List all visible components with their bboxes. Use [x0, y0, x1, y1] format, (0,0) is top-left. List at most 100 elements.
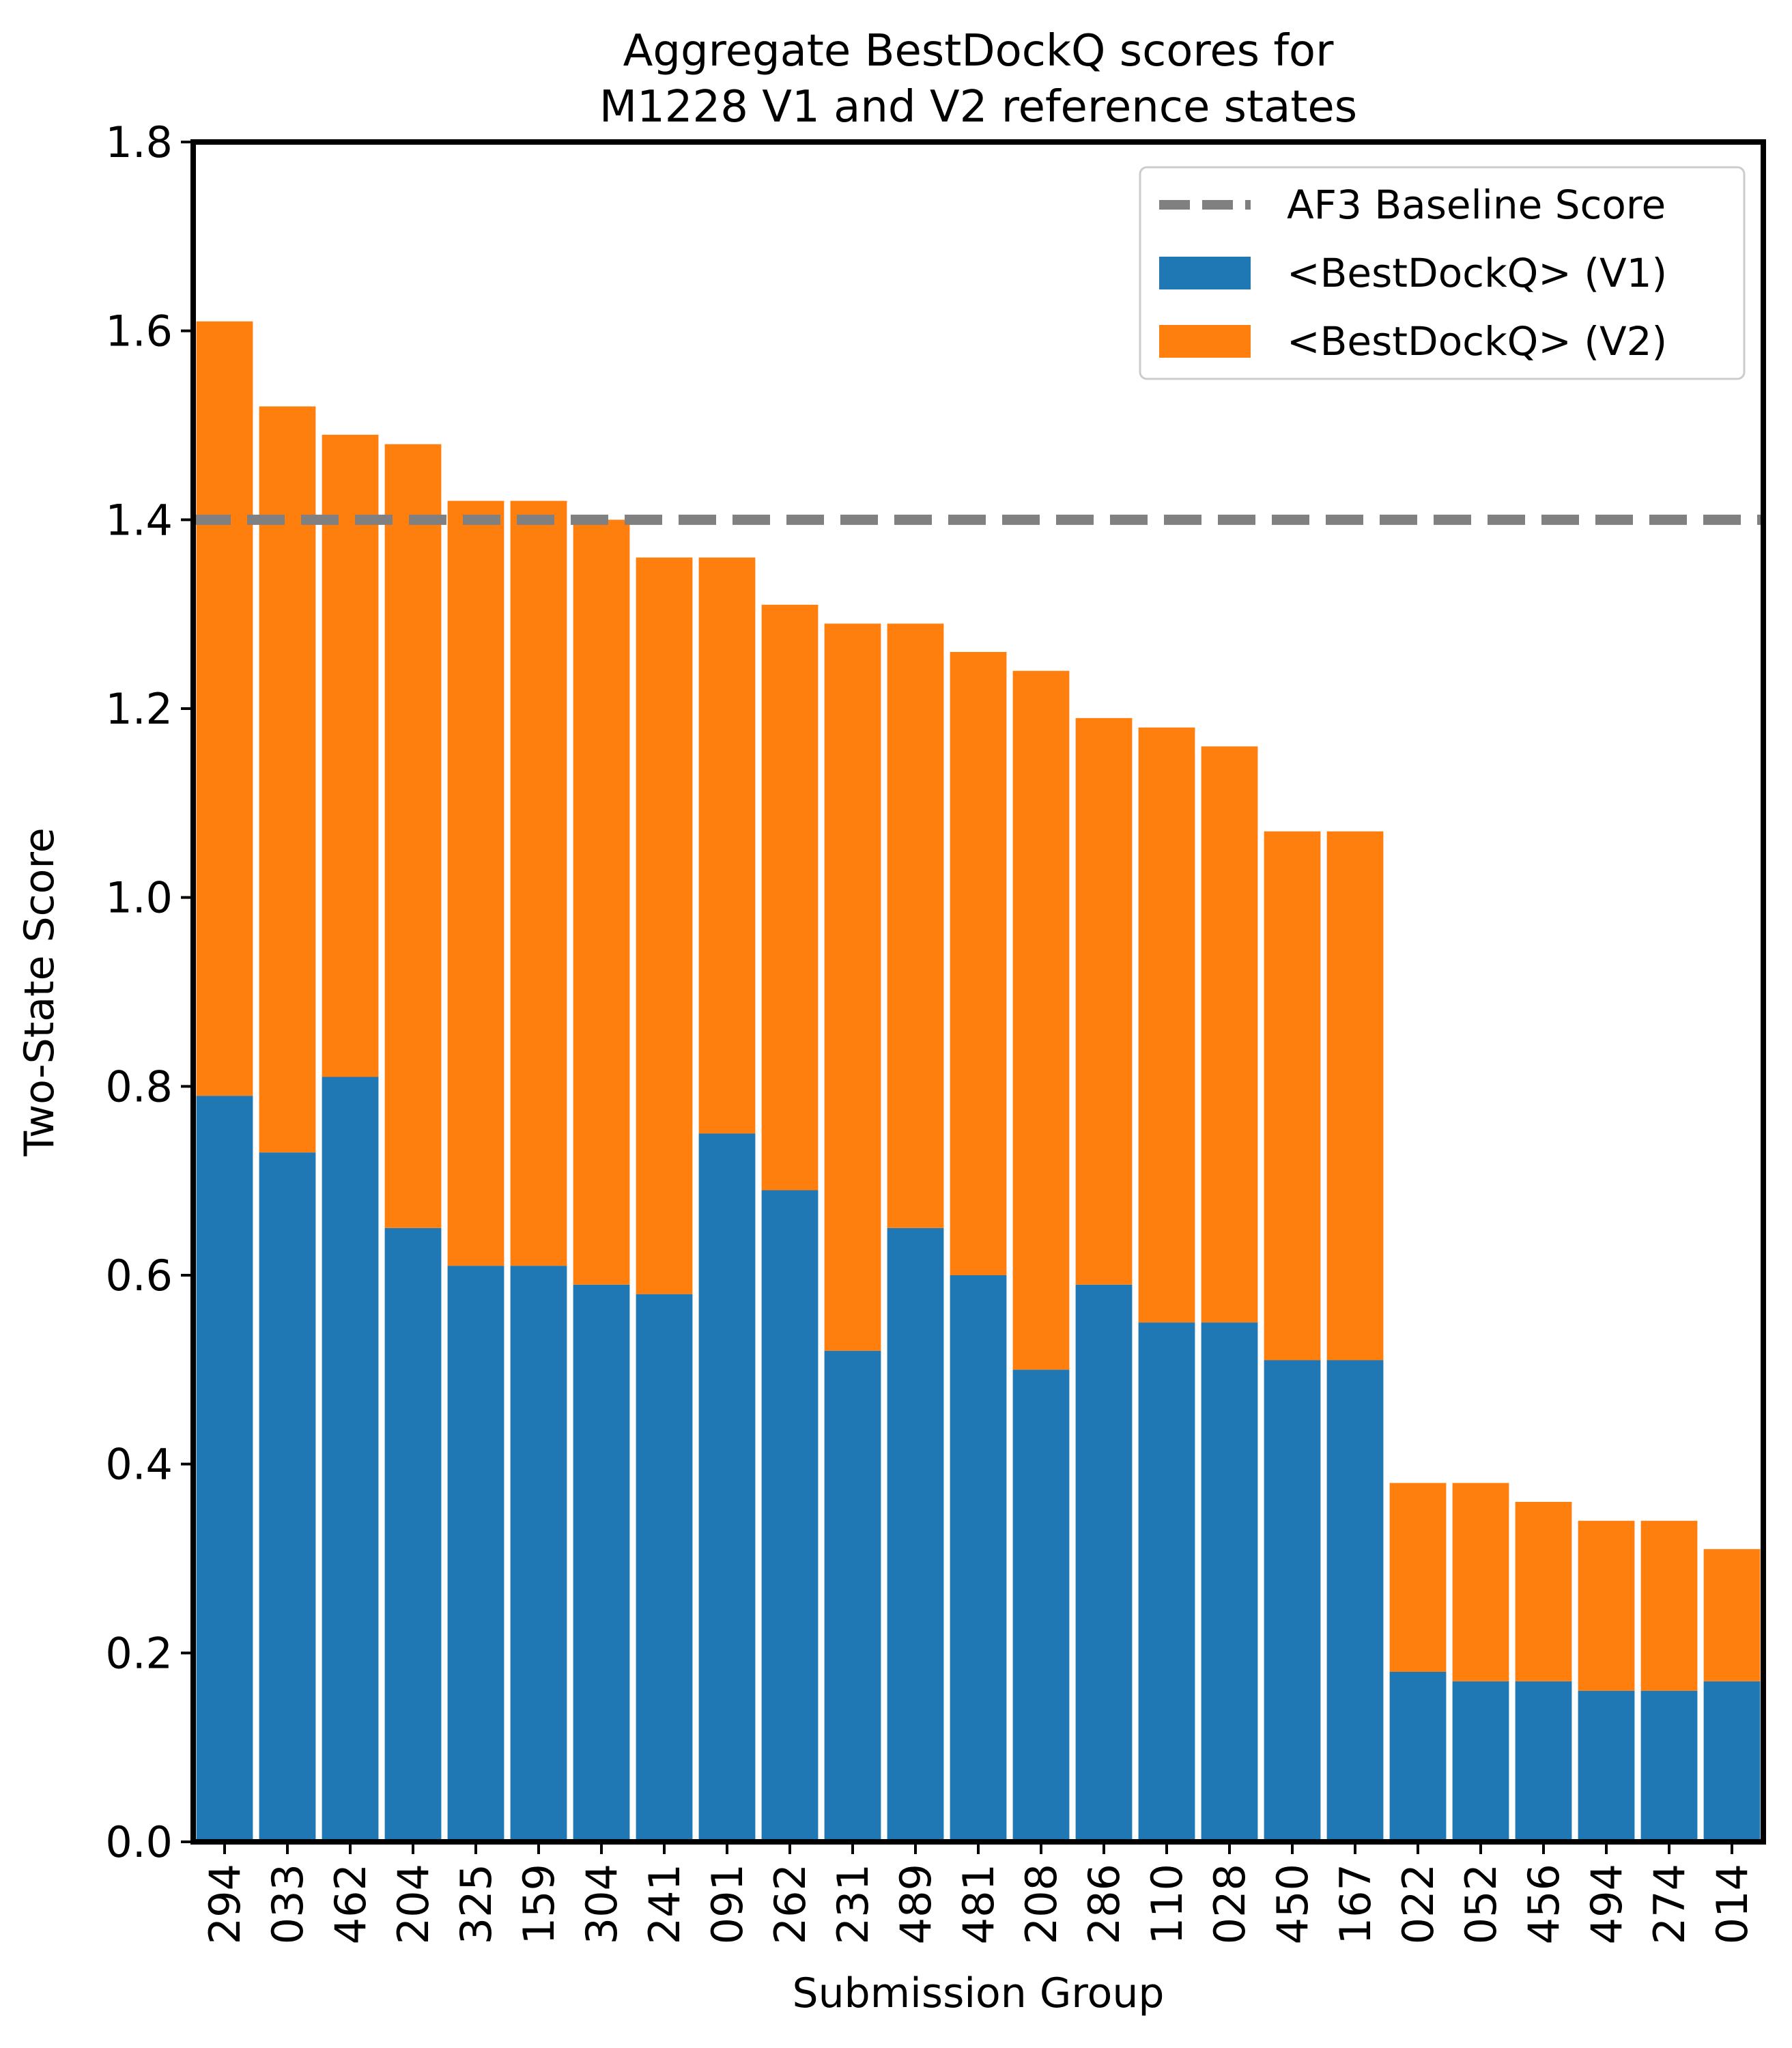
bar-v2-274: [1640, 1520, 1698, 1691]
x-tick-label: 204: [388, 1864, 438, 1944]
x-tick-label: 110: [1142, 1864, 1192, 1944]
bar-v1-033: [259, 1152, 316, 1842]
chart-title: Aggregate BestDockQ scores for M1228 V1 a…: [599, 26, 1357, 132]
bar-v1-208: [1012, 1369, 1070, 1842]
bar-v1-052: [1452, 1681, 1509, 1842]
bar-v1-325: [447, 1266, 504, 1842]
bar-v2-022: [1389, 1483, 1447, 1672]
y-tick-label: 0.8: [105, 1062, 173, 1111]
bar-v2-304: [573, 520, 630, 1285]
x-tick-label: 450: [1268, 1864, 1318, 1944]
x-tick-label: 014: [1707, 1864, 1757, 1944]
bar-v2-091: [698, 557, 756, 1134]
y-tick-label: 0.6: [105, 1251, 173, 1300]
x-tick-label: 481: [954, 1864, 1004, 1944]
bar-v1-028: [1201, 1322, 1258, 1842]
bar-v2-286: [1075, 717, 1133, 1285]
bar-v2-325: [447, 500, 504, 1266]
x-tick-label: 167: [1331, 1864, 1380, 1944]
x-tick-label: 286: [1079, 1864, 1129, 1944]
bar-v2-231: [824, 623, 881, 1351]
y-tick-label: 1.2: [105, 684, 173, 734]
bar-v2-014: [1703, 1549, 1761, 1681]
x-tick-label: 231: [828, 1864, 878, 1944]
legend-box: [1139, 166, 1746, 380]
bar-v2-262: [761, 604, 819, 1191]
y-axis-label: Two-State Score: [16, 827, 63, 1156]
x-tick-label: 304: [577, 1864, 627, 1944]
legend-swatch-v1: [1159, 257, 1251, 289]
x-tick-label: 274: [1645, 1864, 1694, 1944]
bar-v2-159: [510, 500, 567, 1266]
legend: AF3 Baseline Score <BestDockQ> (V1) <BestD…: [1139, 166, 1746, 380]
x-tick-label: 028: [1205, 1864, 1255, 1944]
y-tick-label: 1.6: [105, 307, 173, 356]
legend-swatch-v2: [1159, 325, 1251, 358]
bar-v1-167: [1326, 1360, 1384, 1842]
bar-v1-231: [824, 1350, 881, 1842]
bar-v1-481: [950, 1275, 1007, 1842]
x-tick-label: 052: [1456, 1864, 1506, 1944]
chart-title-line: Aggregate BestDockQ scores for: [623, 26, 1334, 76]
bar-v2-052: [1452, 1483, 1509, 1681]
x-tick-label: 022: [1393, 1864, 1443, 1944]
y-tick-label: 0.2: [105, 1628, 173, 1678]
bar-v2-028: [1201, 746, 1258, 1323]
bar-v1-494: [1578, 1690, 1635, 1842]
chart-title-line: M1228 V1 and V2 reference states: [599, 82, 1357, 132]
bar-v2-033: [259, 406, 316, 1153]
bar-v1-274: [1640, 1690, 1698, 1842]
bar-v2-450: [1264, 831, 1321, 1361]
x-tick-label: 325: [451, 1864, 501, 1944]
x-tick-label: 262: [765, 1864, 815, 1944]
y-tick-label: 1.8: [105, 117, 173, 167]
x-axis-label: Submission Group: [793, 1969, 1165, 2017]
bar-v1-294: [196, 1096, 253, 1842]
bar-v1-456: [1515, 1681, 1572, 1842]
bar-v2-489: [887, 623, 944, 1228]
x-tick-label: 159: [514, 1864, 564, 1944]
x-axis: 294 033 462 204 325 159 304 241 091 262 231 489 481 2…: [200, 1842, 1757, 1944]
bar-v2-204: [384, 444, 442, 1228]
y-tick-label: 1.0: [105, 873, 173, 923]
bar-v1-022: [1389, 1672, 1447, 1842]
y-tick-label: 0.4: [105, 1440, 173, 1490]
bar-v2-294: [196, 321, 253, 1096]
bar-v2-208: [1012, 670, 1070, 1370]
y-axis: 0.0 0.2 0.4 0.6 0.8 1.0 1.2 1.4 1.6 1.8: [105, 117, 193, 1867]
x-tick-label: 462: [326, 1864, 375, 1944]
y-tick-label: 0.0: [105, 1817, 173, 1867]
bar-v2-241: [636, 557, 693, 1294]
bars-layer: [196, 321, 1761, 1842]
bar-v1-091: [698, 1133, 756, 1842]
bar-v2-481: [950, 652, 1007, 1275]
x-tick-label: 241: [640, 1864, 689, 1944]
x-tick-label: 033: [263, 1864, 313, 1944]
legend-label: <BestDockQ> (V2): [1287, 318, 1667, 365]
bar-v1-014: [1703, 1681, 1761, 1842]
x-tick-label: 294: [200, 1864, 250, 1944]
bar-v1-304: [573, 1284, 630, 1842]
legend-label: <BestDockQ> (V1): [1287, 250, 1667, 296]
bar-v1-489: [887, 1227, 944, 1842]
bar-v2-110: [1138, 727, 1195, 1323]
legend-label: AF3 Baseline Score: [1287, 182, 1666, 228]
bar-v1-110: [1138, 1322, 1195, 1842]
bar-v1-159: [510, 1266, 567, 1842]
x-tick-label: 091: [702, 1864, 752, 1944]
bar-v1-262: [761, 1190, 819, 1842]
bar-v2-456: [1515, 1502, 1572, 1681]
x-tick-label: 494: [1582, 1864, 1632, 1944]
bar-v1-286: [1075, 1284, 1133, 1842]
bar-v2-167: [1326, 831, 1384, 1361]
x-tick-label: 456: [1519, 1864, 1569, 1944]
x-tick-label: 208: [1016, 1864, 1066, 1944]
bar-v1-241: [636, 1294, 693, 1842]
bar-v2-462: [322, 434, 379, 1077]
bar-v1-204: [384, 1227, 442, 1842]
x-tick-label: 489: [891, 1864, 941, 1944]
bar-v2-494: [1578, 1520, 1635, 1691]
bar-v1-462: [322, 1077, 379, 1842]
bar-v1-450: [1264, 1360, 1321, 1842]
